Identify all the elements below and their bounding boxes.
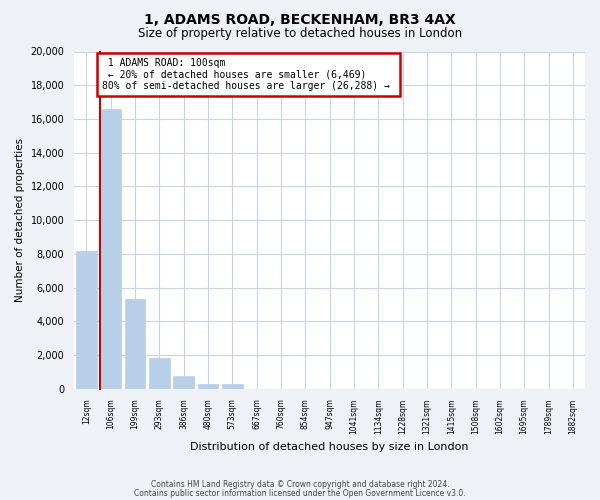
Bar [222, 384, 242, 389]
Bar [149, 358, 170, 389]
Y-axis label: Number of detached properties: Number of detached properties [15, 138, 25, 302]
Bar [197, 384, 218, 389]
Text: 1, ADAMS ROAD, BECKENHAM, BR3 4AX: 1, ADAMS ROAD, BECKENHAM, BR3 4AX [144, 12, 456, 26]
Bar [76, 250, 97, 389]
Text: Size of property relative to detached houses in London: Size of property relative to detached ho… [138, 28, 462, 40]
Bar [125, 300, 145, 389]
Bar [173, 376, 194, 389]
Bar [100, 109, 121, 389]
Text: Contains HM Land Registry data © Crown copyright and database right 2024.: Contains HM Land Registry data © Crown c… [151, 480, 449, 489]
X-axis label: Distribution of detached houses by size in London: Distribution of detached houses by size … [190, 442, 469, 452]
Text: 1 ADAMS ROAD: 100sqm
 ← 20% of detached houses are smaller (6,469)
80% of semi-d: 1 ADAMS ROAD: 100sqm ← 20% of detached h… [101, 58, 395, 92]
Text: Contains public sector information licensed under the Open Government Licence v3: Contains public sector information licen… [134, 488, 466, 498]
